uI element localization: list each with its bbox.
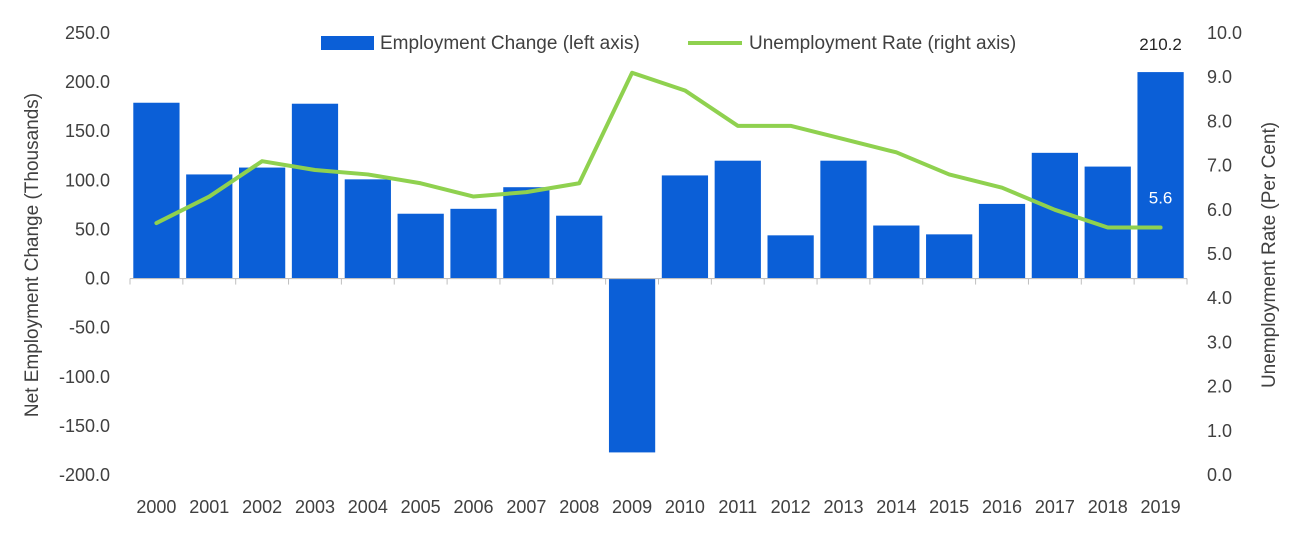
x-tick-label: 2014	[876, 497, 916, 517]
x-tick-label: 2001	[189, 497, 229, 517]
x-tick-label: 2008	[559, 497, 599, 517]
right-tick-label: 4.0	[1207, 288, 1232, 308]
x-tick-label: 2017	[1035, 497, 1075, 517]
x-tick-label: 2003	[295, 497, 335, 517]
right-axis-ticks: 10.0 9.0 8.0 7.0 6.0 5.0 4.0 3.0 2.0 1.0 0.0	[1207, 23, 1242, 485]
bar-2003	[291, 103, 339, 279]
data-label-line: 5.6	[1149, 188, 1173, 207]
left-tick-label: -150.0	[59, 416, 110, 436]
right-tick-label: 3.0	[1207, 332, 1232, 352]
right-tick-label: 0.0	[1207, 465, 1232, 485]
x-tick-label: 2004	[348, 497, 388, 517]
x-tick-label: 2005	[401, 497, 441, 517]
left-tick-label: 250.0	[65, 23, 110, 43]
x-tick-label: 2011	[718, 497, 757, 517]
bar-2014	[873, 225, 920, 279]
bar-2004	[344, 179, 391, 279]
left-tick-label: -50.0	[69, 318, 110, 338]
bar-2013	[820, 160, 867, 279]
x-tick-label: 2002	[242, 497, 282, 517]
bar-2002	[239, 167, 286, 279]
bar-2000	[133, 102, 180, 279]
bar-2007	[503, 187, 550, 279]
legend-label-bars: Employment Change (left axis)	[380, 33, 640, 54]
right-tick-label: 8.0	[1207, 111, 1232, 131]
bar-2008	[556, 215, 603, 279]
left-tick-label: 100.0	[65, 170, 110, 190]
data-labels: 210.2 5.6	[1139, 35, 1182, 207]
bar-2010	[661, 175, 709, 279]
x-tick-label: 2018	[1088, 497, 1128, 517]
left-tick-label: -100.0	[59, 367, 110, 387]
bar-2019	[1137, 72, 1184, 279]
left-axis-ticks: 250.0 200.0 150.0 100.0 50.0 0.0 -50.0 -100.0 -1…	[59, 23, 110, 485]
right-axis-title: Unemployment Rate (Per Cent)	[1259, 122, 1280, 388]
unemployment-rate-line	[154, 70, 1163, 230]
x-tick-label: 2010	[665, 497, 705, 517]
x-tick-label: 2019	[1141, 497, 1181, 517]
bar-series	[133, 72, 1184, 453]
bar-2001	[186, 174, 233, 279]
x-axis-ticks: 2000 2001 2002 2003 2004 2005 2006 2007 2008 2009…	[129, 278, 1188, 517]
x-tick-label: 2009	[612, 497, 652, 517]
x-tick-label: 2006	[454, 497, 494, 517]
right-tick-label: 1.0	[1207, 421, 1232, 441]
right-tick-label: 10.0	[1207, 23, 1242, 43]
legend-label-line: Unemployment Rate (right axis)	[749, 33, 1016, 54]
right-tick-label: 9.0	[1207, 67, 1232, 87]
left-tick-label: 200.0	[65, 72, 110, 92]
bar-2009	[608, 278, 656, 453]
x-tick-label: 2016	[982, 497, 1022, 517]
bar-2016	[978, 203, 1026, 279]
x-tick-label: 2007	[506, 497, 546, 517]
bar-2005	[397, 213, 444, 279]
right-tick-label: 2.0	[1207, 377, 1232, 397]
legend-swatch-bars	[321, 36, 374, 50]
right-tick-label: 5.0	[1207, 244, 1232, 264]
bar-2012	[767, 235, 814, 279]
x-tick-label: 2015	[929, 497, 969, 517]
bar-2006	[450, 208, 497, 279]
bar-2015	[926, 234, 973, 279]
line-series	[154, 70, 1163, 230]
data-label-bar: 210.2	[1139, 35, 1182, 54]
bar-2011	[714, 160, 761, 279]
left-tick-label: 150.0	[65, 121, 110, 141]
x-tick-label: 2012	[771, 497, 811, 517]
left-axis-title: Net Employment Change (Thousands)	[22, 93, 43, 417]
right-tick-label: 7.0	[1207, 156, 1232, 176]
left-tick-label: 50.0	[75, 219, 110, 239]
x-tick-label: 2013	[823, 497, 863, 517]
left-tick-label: -200.0	[59, 465, 110, 485]
left-tick-label: 0.0	[85, 269, 110, 289]
x-tick-label: 2000	[136, 497, 176, 517]
legend: Employment Change (left axis) Unemployme…	[321, 33, 1016, 54]
right-tick-label: 6.0	[1207, 200, 1232, 220]
